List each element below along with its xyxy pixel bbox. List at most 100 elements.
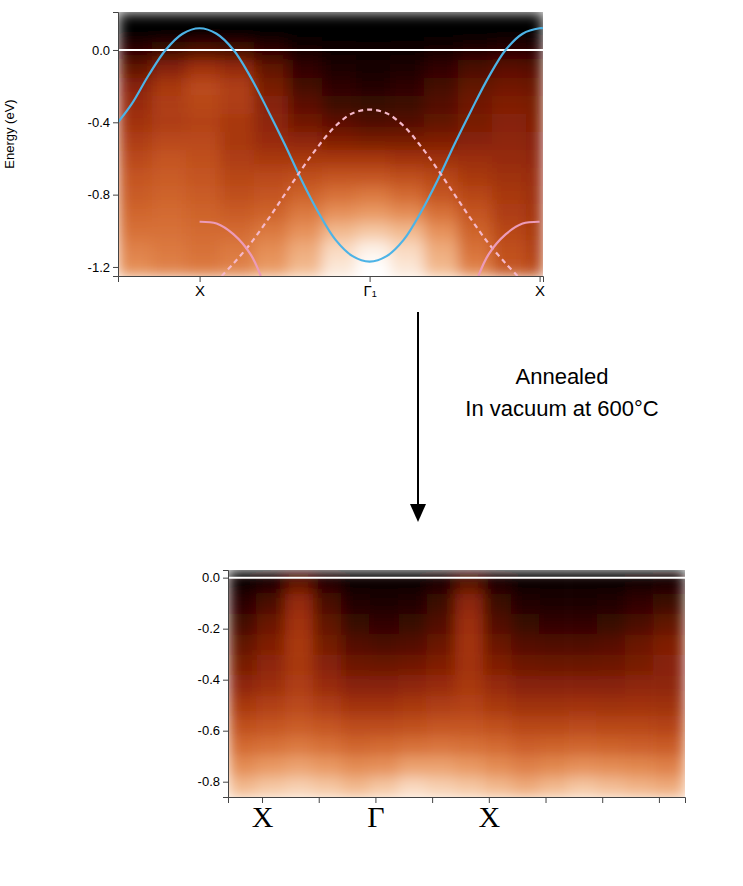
heatmap-cell [526,59,543,78]
heatmap-cell [398,593,427,614]
heatmap-cell [186,95,221,114]
x-tick [659,797,660,803]
x-tick: Γ [367,797,384,833]
heatmap-cell [152,23,187,42]
heatmap-cell [341,736,370,757]
heatmap-cell [526,23,543,42]
heatmap-cell [220,186,255,205]
heatmap-cell [288,258,323,276]
heatmap-cell [256,613,285,634]
heatmap-cell [526,240,543,259]
y-tick: -0.4 [198,672,228,687]
heatmap-cell [220,204,255,223]
heatmap-cell [424,113,459,132]
heatmap-cell [288,59,323,78]
heatmap-cell [526,77,543,96]
heatmap-cell [288,95,323,114]
heatmap-cell [288,23,323,42]
heatmap-cell [540,613,569,634]
heatmap-cell [597,578,626,594]
heatmap-cell [256,593,285,614]
heatmap-cell [483,593,512,614]
heatmap-cell [370,634,399,655]
heatmap-cell [455,777,484,797]
x-axis: XΓ₁X [119,276,546,299]
heatmap-cell [313,715,342,736]
heatmap-cell [322,222,357,241]
y-tick-mark [223,782,228,783]
heatmap-cell [370,593,399,614]
heatmap-cell [597,736,626,757]
heatmap-cell [426,675,455,696]
heatmap-cell [356,12,391,23]
heatmap-cell [458,258,493,276]
heatmap-cell [625,613,654,634]
heatmap-cell [653,593,685,614]
heatmap-cell [597,675,626,696]
heatmap-cell [322,258,357,276]
heatmap-cell [152,77,187,96]
heatmap-cell [220,149,255,168]
fermi-level-line [118,49,543,51]
heatmap-cell [356,23,391,42]
heatmap-cell [228,695,257,716]
heatmap-cell [390,222,425,241]
heatmap-cell [220,113,255,132]
heatmap-cell [285,654,314,675]
y-axis-line [113,13,119,277]
heatmap-cell [568,675,597,696]
heatmap-cell [483,654,512,675]
heatmap-cell [511,613,540,634]
heatmap-cell [256,634,285,655]
heatmap-cell [526,131,543,150]
y-tick-label: 0.0 [202,570,220,585]
heatmap-cell [285,715,314,736]
heatmap-cell [370,675,399,696]
heatmap-cell [458,59,493,78]
heatmap-cell [186,131,221,150]
heatmap-cell [568,777,597,797]
heatmap-cell [424,12,459,23]
heatmap-cell [390,149,425,168]
heatmap-cell [313,578,342,594]
y-tick-label: -0.8 [198,774,220,789]
y-tick-label: -1.2 [88,260,110,275]
heatmap-cell [186,204,221,223]
heatmap-cell [341,756,370,777]
heatmap-cell [390,131,425,150]
heatmap-cell [322,168,357,187]
heatmap-cell [424,59,459,78]
y-axis: 0.0-0.2-0.4-0.6-0.8 [198,570,229,797]
y-axis: 0.0-0.4-0.8-1.2 [88,13,119,277]
heatmap-cell [492,149,527,168]
heatmap-cell [540,715,569,736]
x-tick-label: Γ₁ [363,282,376,299]
heatmap-cell [653,634,685,655]
heatmap-cell [455,613,484,634]
heatmap-cell [228,756,257,777]
heatmap-cell [322,59,357,78]
heatmap-cell [597,613,626,634]
heatmap-cell [424,77,459,96]
heatmap-cell [455,654,484,675]
heatmap-cell [228,634,257,655]
heatmap-cell [341,593,370,614]
y-tick-mark [223,578,228,579]
figure: XΓ₁X0.0-0.4-0.8-1.2Energy (eV)XΓX0.0-0.2… [0,0,743,886]
heatmap-cell [398,675,427,696]
heatmap-cell [424,95,459,114]
y-tick-label: -0.4 [88,115,110,130]
heatmap-cell [390,186,425,205]
heatmap-cell [424,204,459,223]
heatmap-cell [288,204,323,223]
heatmap-cell [341,695,370,716]
heatmap-cell [118,131,153,150]
y-axis-title: Energy (eV) [2,99,17,168]
heatmap-cell [152,204,187,223]
y-tick-mark [113,267,118,268]
heatmap-cell [370,613,399,634]
heatmap-cell [455,593,484,614]
heatmap-cell [322,204,357,223]
heatmap-cell [118,186,153,205]
heatmap-cell [511,736,540,757]
